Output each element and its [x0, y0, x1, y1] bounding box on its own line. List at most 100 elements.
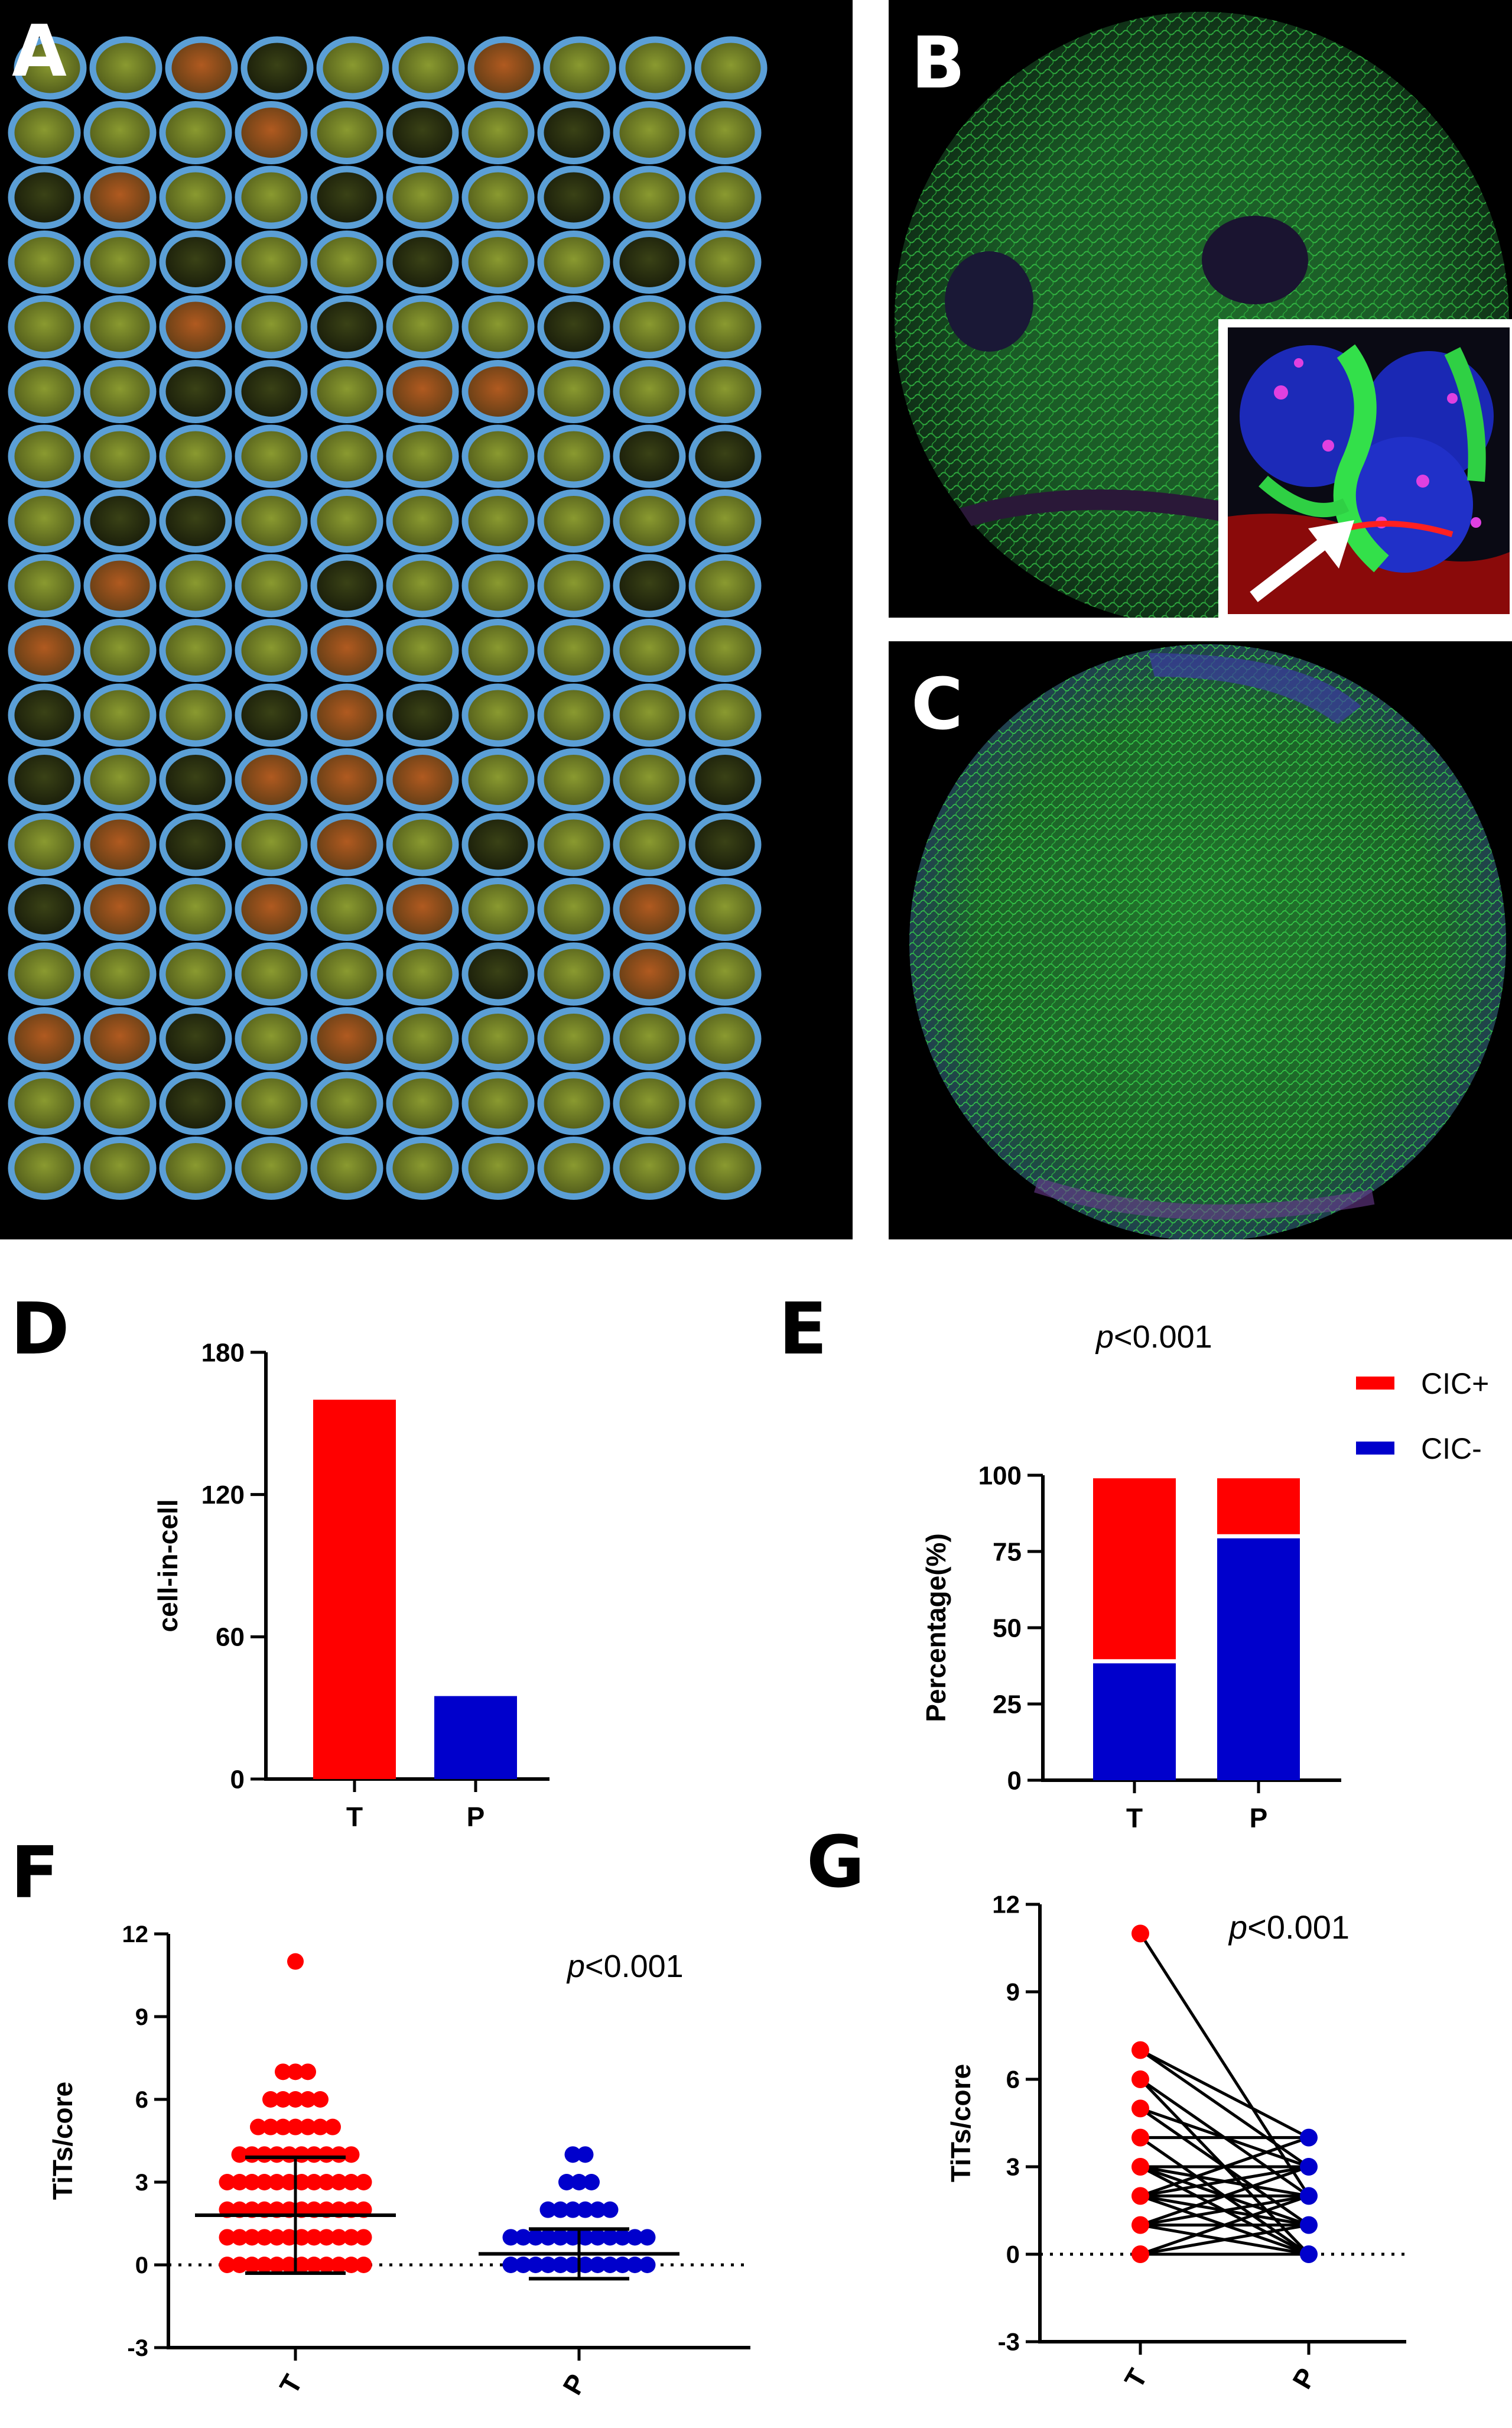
- tma-core: [386, 231, 459, 294]
- data-point-T: [293, 2174, 310, 2190]
- tma-core: [467, 36, 541, 100]
- tma-core: [386, 489, 459, 553]
- tma-core: [461, 554, 535, 618]
- tma-core: [83, 1072, 157, 1135]
- data-point-T: [355, 2257, 372, 2273]
- tma-core: [159, 231, 232, 294]
- tma-core: [83, 942, 157, 1006]
- bar-segment-P-CIC-: [1217, 1536, 1300, 1780]
- y-tick-label: 3: [1006, 2153, 1020, 2181]
- data-point-P: [1300, 2245, 1318, 2263]
- tma-core: [613, 1007, 686, 1070]
- p-italic: p: [1095, 1319, 1114, 1355]
- y-tick-label: 6: [135, 2087, 148, 2113]
- tma-core: [159, 424, 232, 488]
- panel-c-fluorescence-core: C: [889, 641, 1512, 1239]
- tma-core: [83, 101, 157, 164]
- data-point-T: [219, 2229, 236, 2246]
- tma-core: [688, 942, 762, 1006]
- data-point-P: [577, 2146, 594, 2163]
- data-point-T: [281, 2229, 298, 2246]
- data-point-T: [268, 2257, 285, 2273]
- p-rest: <0.001: [585, 1949, 684, 1984]
- tma-core: [235, 295, 308, 359]
- tma-core: [83, 748, 157, 812]
- bar-segment-T-CIC+: [1093, 1478, 1176, 1661]
- tma-core: [310, 813, 383, 877]
- tma-core: [688, 1137, 762, 1200]
- tma-core: [310, 295, 383, 359]
- y-tick-label: 120: [201, 1481, 245, 1510]
- tma-core: [688, 231, 762, 294]
- tma-core: [235, 683, 308, 747]
- y-tick-label: 3: [135, 2170, 148, 2196]
- tma-core: [613, 878, 686, 941]
- tma-core: [310, 231, 383, 294]
- tma-core: [537, 101, 610, 164]
- tma-core: [537, 231, 610, 294]
- tma-core: [89, 36, 162, 100]
- bar-segment-P-CIC+: [1217, 1478, 1300, 1537]
- chart-d-cell-in-cell-bar: 0 60 120 180 cell-in-cell T P: [152, 1338, 549, 1832]
- tma-core: [688, 619, 762, 682]
- data-point-T: [300, 2118, 316, 2135]
- tma-core: [159, 1072, 232, 1135]
- tma-core: [83, 619, 157, 682]
- tma-core: [619, 36, 692, 100]
- tma-core: [694, 36, 768, 100]
- tma-core: [235, 878, 308, 941]
- data-point-T: [281, 2174, 298, 2190]
- p-italic: p: [566, 1949, 585, 1984]
- data-point-T: [287, 2118, 304, 2135]
- data-point-P: [589, 2201, 606, 2218]
- tma-core: [543, 36, 616, 100]
- tma-core: [386, 554, 459, 618]
- y-tick-label: 9: [1006, 1978, 1020, 2006]
- bar-T: [313, 1400, 396, 1779]
- tma-core: [235, 554, 308, 618]
- tma-core: [8, 1137, 81, 1200]
- tma-core: [83, 231, 157, 294]
- data-point-T: [305, 2229, 323, 2246]
- legend-label: CIC-: [1421, 1432, 1482, 1465]
- y-axis-label: cell-in-cell: [152, 1499, 183, 1632]
- tma-core: [461, 165, 535, 229]
- tma-core: [235, 813, 308, 877]
- data-point-T: [250, 2118, 266, 2135]
- y-tick-label: 0: [1006, 2241, 1020, 2268]
- data-point-P: [515, 2229, 532, 2246]
- y-tick-label: 180: [201, 1338, 245, 1367]
- tma-core: [613, 619, 686, 682]
- data-point-T: [275, 2091, 291, 2108]
- tma-core: [83, 878, 157, 941]
- y-tick-label: 60: [216, 1623, 245, 1652]
- tma-core: [159, 878, 232, 941]
- tma-core: [461, 295, 535, 359]
- tma-core: [386, 1137, 459, 1200]
- tma-core: [165, 36, 238, 100]
- y-tick-label: 0: [135, 2252, 148, 2278]
- y-tick-label: -3: [998, 2328, 1020, 2356]
- tma-core: [310, 683, 383, 747]
- tma-core: [386, 360, 459, 423]
- tma-core: [8, 683, 81, 747]
- data-point-T: [231, 2229, 248, 2246]
- tma-core: [8, 360, 81, 423]
- tma-core: [613, 101, 686, 164]
- tma-core: [461, 813, 535, 877]
- data-point-T: [219, 2257, 236, 2273]
- data-point-P: [589, 2229, 606, 2246]
- panel-letter-c: C: [911, 664, 964, 746]
- data-point-P: [589, 2257, 606, 2273]
- tma-core: [688, 1072, 762, 1135]
- data-point-T: [305, 2174, 323, 2190]
- tma-core: [310, 489, 383, 553]
- p-value-annotation: p<0.001: [1228, 1908, 1350, 1946]
- y-tick-label: 6: [1006, 2066, 1020, 2093]
- data-point-P: [1300, 2216, 1318, 2234]
- panel-a-tissue-microarray: A: [0, 0, 853, 1239]
- data-point-T: [256, 2229, 273, 2246]
- data-point-T: [243, 2174, 261, 2190]
- data-point-T: [318, 2174, 335, 2190]
- tma-core: [688, 1007, 762, 1070]
